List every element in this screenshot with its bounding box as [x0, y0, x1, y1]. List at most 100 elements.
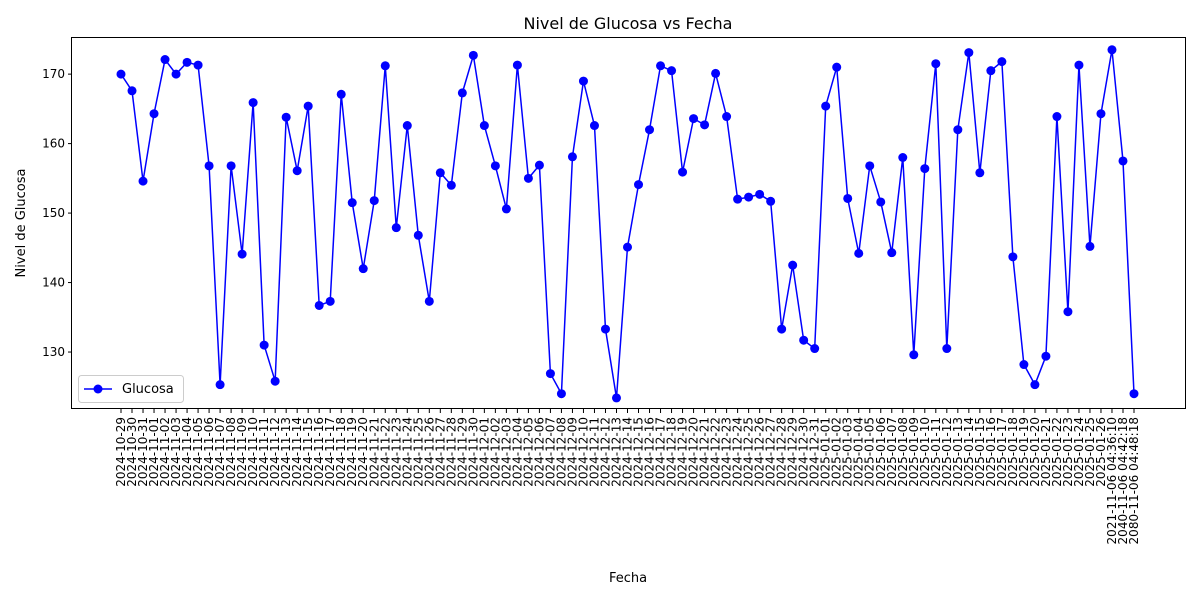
x-tick-label: 2024-12-21 [698, 417, 712, 487]
data-point [623, 242, 632, 252]
x-tick-label: 2024-12-22 [709, 417, 723, 487]
x-tick-label: 2025-01-11 [929, 417, 943, 487]
data-point [523, 173, 533, 183]
data-point [1041, 351, 1051, 361]
x-tick-label: 2025-01-23 [1061, 417, 1075, 487]
data-point [975, 168, 985, 178]
data-point [490, 161, 500, 171]
x-tick-label: 2024-12-23 [720, 417, 734, 487]
data-point [722, 112, 732, 122]
legend-box [78, 375, 184, 403]
x-tick-label: 2024-12-26 [753, 417, 767, 487]
x-tick-label: 2040-11-06 04:42:18 [1116, 417, 1130, 544]
data-point [281, 112, 291, 122]
data-point [634, 180, 644, 190]
x-tick-label: 2024-12-03 [499, 417, 513, 487]
x-tick-label: 2024-11-24 [400, 417, 414, 487]
x-axis-label: Fecha [609, 571, 647, 586]
y-axis-label: Nivel de Glucosa [14, 169, 29, 278]
x-tick-label: 2024-11-11 [257, 417, 271, 487]
x-tick-label: 2025-01-18 [1006, 417, 1020, 487]
x-tick-label: 2024-11-02 [158, 417, 172, 487]
x-tick-label: 2025-01-06 [874, 417, 888, 487]
data-point [1107, 45, 1117, 55]
data-point [1030, 380, 1040, 390]
data-point [711, 68, 721, 78]
data-point [876, 197, 886, 207]
x-tick-label: 2024-11-28 [444, 417, 458, 487]
data-point [116, 69, 126, 79]
data-point [1085, 241, 1095, 251]
x-tick-label: 2024-11-29 [455, 417, 469, 487]
data-point [1129, 389, 1139, 399]
x-tick-label: 2024-12-11 [587, 417, 601, 487]
x-tick-label: 2024-11-21 [367, 417, 381, 487]
data-point [248, 98, 258, 108]
x-tick-label: 2024-12-01 [477, 417, 491, 487]
x-tick-label: 2024-12-12 [598, 417, 612, 487]
x-tick-label: 2025-01-24 [1072, 417, 1086, 487]
x-tick-label: 2024-11-17 [323, 417, 337, 487]
data-point [226, 161, 236, 171]
x-tick-label: 2024-11-26 [422, 417, 436, 487]
data-point [501, 204, 511, 214]
data-point [336, 89, 346, 99]
x-tick-label: 2024-11-19 [345, 417, 359, 487]
data-point [843, 193, 853, 203]
data-point [1096, 109, 1106, 119]
data-point [402, 121, 412, 131]
data-point [347, 198, 357, 208]
x-tick-label: 2024-12-14 [621, 417, 635, 487]
data-point [964, 48, 974, 58]
x-tick-label: 2024-11-18 [334, 417, 348, 487]
legend-marker-swatch [93, 384, 103, 394]
data-point [204, 161, 214, 171]
data-point [799, 335, 809, 345]
series-line-glucosa [120, 49, 1135, 399]
x-tick-label: 2024-11-16 [312, 417, 326, 487]
data-point [237, 249, 247, 259]
data-point [744, 192, 754, 202]
data-point [1052, 112, 1062, 122]
x-tick-label: 2024-12-10 [576, 417, 590, 487]
data-point [909, 350, 919, 360]
data-point [215, 380, 225, 390]
data-point [545, 369, 555, 379]
data-point [1008, 252, 1018, 262]
x-tick-label: 2025-01-17 [995, 417, 1009, 487]
data-point [645, 125, 655, 135]
data-point [457, 88, 467, 98]
data-point [446, 180, 456, 190]
legend: Glucosa [78, 375, 184, 403]
data-point [149, 109, 159, 119]
x-tick-label: 2024-11-06 [202, 417, 216, 487]
x-tick-label: 2025-01-01 [819, 417, 833, 487]
y-tick-label: 160 [42, 137, 65, 151]
x-tick-label: 2024-12-16 [643, 417, 657, 487]
data-point [193, 60, 203, 70]
data-point [358, 264, 368, 274]
data-point [127, 86, 137, 96]
y-tick-label: 170 [42, 67, 65, 81]
y-tick-label: 130 [42, 345, 65, 359]
data-point [920, 164, 930, 174]
data-point [788, 260, 798, 270]
data-point [821, 101, 831, 111]
x-tick-label: 2025-01-20 [1028, 417, 1042, 487]
data-point [160, 55, 170, 65]
data-point [270, 376, 280, 386]
x-tick-label: 2024-12-02 [488, 417, 502, 487]
x-tick-label: 2024-10-29 [114, 417, 128, 487]
data-point [303, 101, 313, 111]
x-tick-label: 2024-12-29 [786, 417, 800, 487]
data-point [678, 167, 688, 177]
x-tick-label: 2024-12-04 [510, 417, 524, 487]
x-tick-label: 2025-01-25 [1083, 417, 1097, 487]
data-point [1118, 156, 1128, 166]
data-point [589, 121, 599, 131]
data-point [314, 300, 324, 310]
data-point [512, 60, 522, 70]
x-tick-label: 2024-12-30 [797, 417, 811, 487]
y-tick-label: 140 [42, 276, 65, 290]
